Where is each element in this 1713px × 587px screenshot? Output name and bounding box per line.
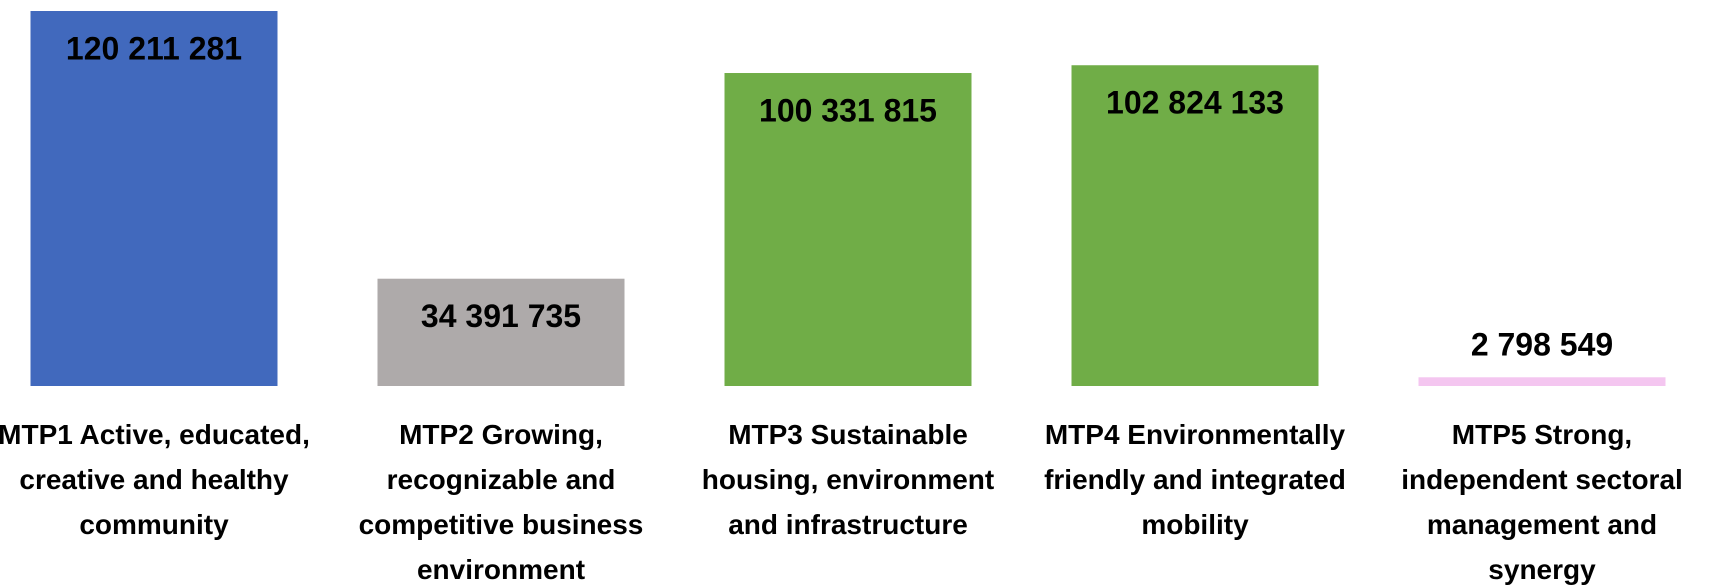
bar: [30, 11, 278, 386]
data-label: 100 331 815: [759, 92, 937, 128]
bar: [724, 73, 972, 386]
bar: [1071, 65, 1319, 386]
data-label: 120 211 281: [66, 30, 242, 66]
x-tick-label: MTP2 Growing, recognizable and competiti…: [358, 419, 644, 585]
x-tick-label: MTP4 Environmentally friendly and integr…: [1044, 419, 1346, 540]
x-tick-label: MTP5 Strong, independent sectoral manage…: [1401, 419, 1683, 585]
data-label: 2 798 549: [1471, 327, 1613, 363]
bar: [1418, 377, 1666, 386]
data-label: 34 391 735: [421, 298, 581, 334]
data-label: 102 824 133: [1106, 85, 1284, 121]
bar: [377, 278, 625, 386]
x-tick-label: MTP3 Sustainable housing, environment an…: [701, 419, 995, 540]
x-tick-label: MTP1 Active, educated, creative and heal…: [0, 419, 310, 540]
